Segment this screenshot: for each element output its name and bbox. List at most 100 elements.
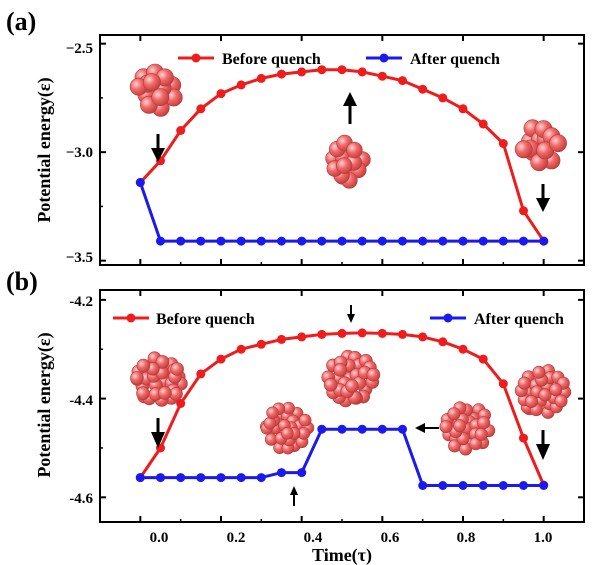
xtick-label-b-5: 1.0 xyxy=(534,530,553,546)
data-point-a-1-0 xyxy=(135,178,145,187)
data-point-b-1-20 xyxy=(539,481,549,490)
atom xyxy=(554,394,568,408)
data-point-b-1-13 xyxy=(398,424,407,434)
down-arrow-icon xyxy=(536,184,550,212)
cluster-icon xyxy=(514,364,572,419)
data-point-b-1-18 xyxy=(498,481,508,490)
data-point-a-1-7 xyxy=(277,236,286,246)
data-point-a-1-12 xyxy=(377,236,387,246)
data-point-b-0-10 xyxy=(337,328,347,338)
data-point-a-1-20 xyxy=(539,236,549,246)
cluster-icon xyxy=(321,349,381,408)
series-group-b xyxy=(135,328,549,490)
panel-a: (a) −3.5 −3.0 −2.5 Potential energy(ε) B… xyxy=(6,7,585,266)
data-point-a-1-1 xyxy=(156,236,165,246)
cluster-icon xyxy=(259,401,315,455)
data-point-b-1-6 xyxy=(256,473,266,483)
ytick-label-b-2: -4.2 xyxy=(69,294,93,310)
atom xyxy=(538,388,552,402)
data-point-a-1-2 xyxy=(176,236,186,246)
data-point-a-0-15 xyxy=(438,93,448,103)
data-point-a-1-16 xyxy=(458,236,468,246)
atom xyxy=(549,134,567,153)
data-point-a-1-8 xyxy=(297,236,307,246)
data-point-b-0-4 xyxy=(216,354,226,364)
data-point-b-0-19 xyxy=(519,433,528,443)
cluster-icon xyxy=(129,63,183,117)
data-point-a-1-11 xyxy=(357,236,367,246)
legend-label-after-a: After quench xyxy=(410,51,500,68)
data-point-a-0-12 xyxy=(377,71,387,81)
data-point-b-1-3 xyxy=(196,473,206,483)
series-line-a-1 xyxy=(138,182,544,243)
data-point-b-0-11 xyxy=(357,328,367,338)
data-point-a-1-4 xyxy=(216,236,226,246)
data-point-b-1-8 xyxy=(297,468,307,478)
atom xyxy=(366,367,381,382)
data-point-b-1-16 xyxy=(458,481,468,490)
legend-label-before-a: Before quench xyxy=(222,51,321,68)
data-point-b-1-15 xyxy=(438,481,448,490)
data-point-a-1-17 xyxy=(478,236,488,246)
data-point-a-1-9 xyxy=(317,236,327,246)
data-point-b-0-15 xyxy=(438,337,448,347)
panel-label-b: (b) xyxy=(6,267,38,296)
data-point-b-0-3 xyxy=(196,369,206,379)
ytick-label-b-0: -4.6 xyxy=(69,491,93,507)
cluster-icon xyxy=(439,401,496,456)
left-arrow-icon xyxy=(415,423,439,433)
xtick-label-b-3: 0.6 xyxy=(381,530,400,546)
legend-label-before-b: Before quench xyxy=(156,311,255,328)
data-point-b-0-18 xyxy=(498,379,508,389)
cluster-icon xyxy=(130,351,188,407)
xtick-label-b-4: 0.8 xyxy=(457,530,476,546)
data-point-a-1-15 xyxy=(438,236,448,246)
atom xyxy=(346,141,363,159)
atom xyxy=(298,413,312,427)
atom xyxy=(453,419,467,433)
down-arrow-icon xyxy=(536,430,550,460)
data-point-b-0-14 xyxy=(418,332,428,342)
data-point-a-0-5 xyxy=(236,80,246,90)
atom xyxy=(333,363,348,377)
data-point-a-1-13 xyxy=(398,236,407,246)
data-point-b-1-17 xyxy=(478,481,488,490)
axis-ticks-b xyxy=(100,290,584,522)
atom xyxy=(477,416,491,430)
data-point-a-0-19 xyxy=(519,206,528,216)
up-arrow-icon xyxy=(290,486,298,506)
atom xyxy=(524,394,538,408)
data-point-b-0-6 xyxy=(256,339,266,349)
data-point-b-0-9 xyxy=(317,329,327,339)
data-point-b-0-16 xyxy=(458,344,468,354)
data-point-b-1-14 xyxy=(418,481,428,490)
atom xyxy=(158,386,172,400)
data-point-a-1-18 xyxy=(498,236,508,246)
data-point-b-1-1 xyxy=(156,473,165,483)
legend-marker-after-b xyxy=(443,313,453,323)
data-point-a-1-14 xyxy=(418,236,428,246)
cluster-icon xyxy=(325,134,371,189)
xtick-label-b-1: 0.2 xyxy=(227,530,246,546)
data-point-b-0-17 xyxy=(478,354,488,364)
data-point-b-1-0 xyxy=(135,473,145,483)
data-point-a-0-2 xyxy=(176,126,186,135)
xtick-label-b-2: 0.4 xyxy=(304,530,323,546)
data-point-b-1-9 xyxy=(317,424,327,434)
data-point-a-0-7 xyxy=(277,69,286,79)
atom xyxy=(447,407,461,421)
atom xyxy=(549,383,563,397)
y-axis-title-a: Potential energy(ε) xyxy=(34,77,55,222)
data-point-a-0-3 xyxy=(196,104,206,114)
panel-label-a: (a) xyxy=(6,7,36,36)
atom xyxy=(130,371,144,385)
up-arrow-icon xyxy=(343,92,357,124)
down-arrow-icon xyxy=(151,134,165,162)
data-point-a-1-10 xyxy=(337,236,347,246)
atom xyxy=(474,427,488,441)
data-point-a-0-14 xyxy=(418,84,428,94)
axis-ticks-a xyxy=(100,35,584,265)
data-point-b-0-8 xyxy=(297,332,307,342)
atom xyxy=(281,426,294,440)
